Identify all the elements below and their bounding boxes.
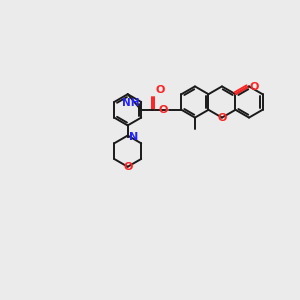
Text: N: N [129,132,138,142]
Text: O: O [159,105,168,115]
Text: O: O [123,162,132,172]
Text: O: O [217,112,227,123]
Text: O: O [250,82,259,92]
Text: NH: NH [122,98,140,108]
Text: O: O [156,85,165,95]
